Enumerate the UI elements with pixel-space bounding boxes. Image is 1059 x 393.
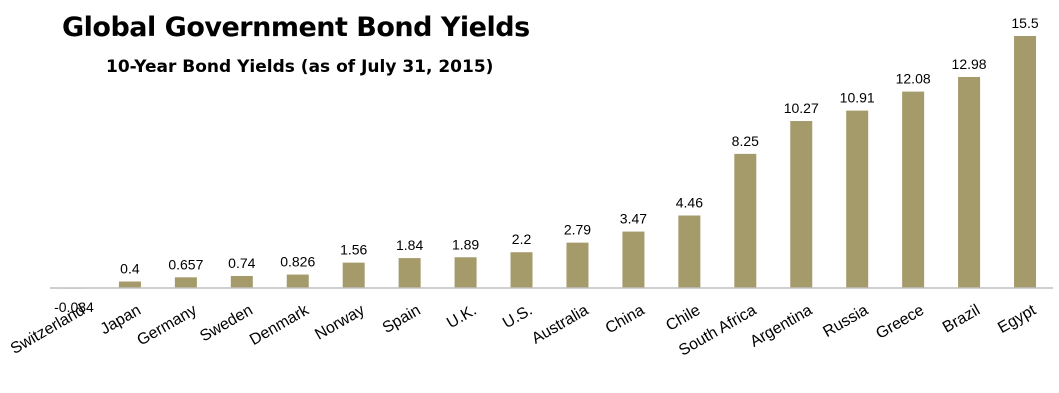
bar-greece (902, 91, 925, 288)
bar-u-k (454, 257, 477, 288)
data-label-china: 3.47 (620, 211, 647, 227)
x-tick-label-brazil: Brazil (940, 302, 983, 337)
bar-chile (678, 215, 701, 288)
bar-u-s (510, 252, 533, 288)
bar-china (622, 231, 645, 288)
x-tick-label-russia: Russia (820, 302, 871, 341)
data-label-chile: 4.46 (676, 194, 703, 210)
x-tick-label-u-s: U.S. (500, 302, 535, 332)
bar-denmark (286, 274, 309, 288)
data-label-brazil: 12.98 (952, 56, 987, 72)
bar-germany (174, 277, 197, 288)
x-tick-label-germany: Germany (134, 302, 199, 350)
bar-australia (566, 242, 589, 288)
data-label-egypt: 15.5 (1011, 15, 1038, 31)
x-tick-label-sweden: Sweden (197, 302, 256, 346)
data-label-switzerland: -0.034 (54, 299, 94, 315)
x-tick-label-norway: Norway (312, 302, 367, 344)
data-label-u-s: 2.2 (512, 231, 532, 247)
x-tick-label-australia: Australia (529, 302, 591, 348)
x-tick-label-china: China (603, 302, 648, 338)
bar-egypt (1014, 36, 1037, 288)
x-tick-label-u-k: U.K. (444, 302, 479, 332)
chart-title: Global Government Bond Yields (62, 12, 530, 43)
bar-japan (118, 281, 141, 288)
data-label-norway: 1.56 (340, 242, 367, 258)
data-label-greece: 12.08 (896, 71, 931, 87)
bar-south-africa (734, 153, 757, 288)
bar-argentina (790, 121, 813, 288)
data-label-spain: 1.84 (396, 237, 423, 253)
x-tick-label-spain: Spain (380, 302, 424, 337)
data-label-u-k: 1.89 (452, 236, 479, 252)
chart-subtitle: 10-Year Bond Yields (as of July 31, 2015… (106, 57, 494, 77)
x-tick-label-chile: Chile (663, 302, 703, 335)
x-tick-label-denmark: Denmark (247, 301, 313, 349)
x-tick-label-egypt: Egypt (995, 301, 1039, 336)
data-label-sweden: 0.74 (228, 255, 255, 271)
x-tick-label-argentina: Argentina (747, 302, 815, 351)
bar-russia (846, 110, 869, 289)
data-labels-layer: -0.034 0.4 0.657 0.74 0.826 1.56 1.84 1.89 2.2 2.… (54, 15, 1039, 315)
bars-layer (62, 36, 1037, 289)
data-label-south-africa: 8.25 (732, 133, 759, 149)
bar-sweden (230, 275, 253, 288)
data-label-denmark: 0.826 (280, 254, 315, 270)
data-label-japan: 0.4 (120, 261, 140, 277)
data-label-russia: 10.91 (840, 90, 875, 106)
x-tick-label-greece: Greece (873, 302, 927, 343)
bar-spain (398, 258, 421, 288)
data-label-australia: 2.79 (564, 222, 591, 238)
data-label-germany: 0.657 (168, 256, 203, 272)
data-label-argentina: 10.27 (784, 100, 819, 116)
bar-norway (342, 262, 365, 288)
bar-brazil (958, 76, 981, 288)
x-tick-label-switzerland: Switzerland (8, 302, 88, 358)
